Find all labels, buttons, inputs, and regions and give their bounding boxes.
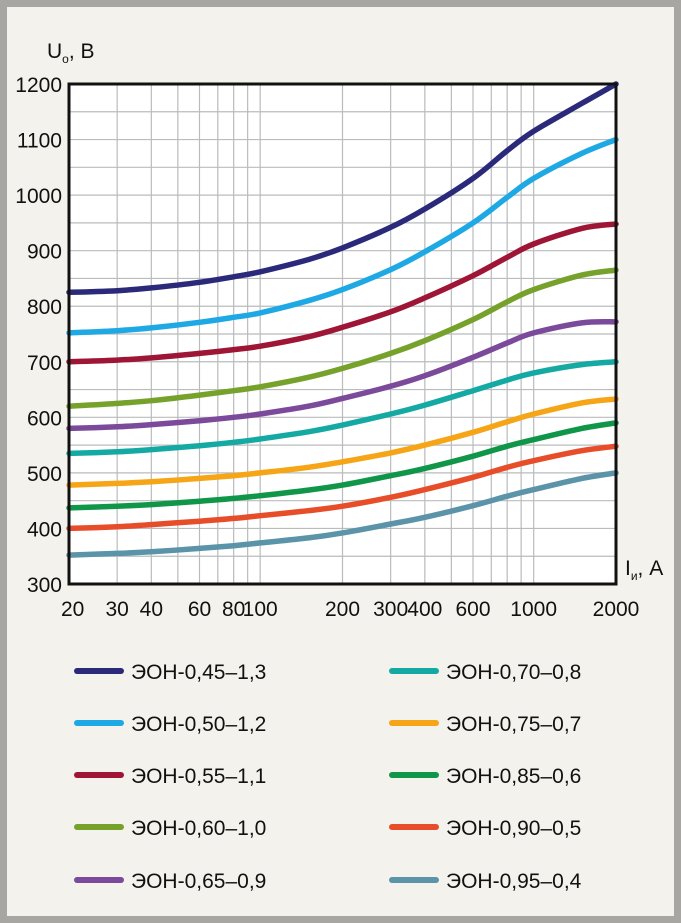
legend-label: ЭОН-0,95–0,4	[446, 870, 582, 893]
legend-label: ЭОН-0,55–1,1	[131, 765, 266, 788]
x-axis-label: Iи, А	[625, 557, 663, 583]
plot-frame	[67, 82, 618, 586]
series-line-2	[66, 136, 619, 336]
legend-item: ЭОН-0,90–0,5	[389, 817, 581, 840]
series-line-9	[66, 443, 619, 532]
series-line-1	[66, 81, 619, 296]
legend-item: ЭОН-0,45–1,3	[74, 661, 266, 684]
y-tick-label: 1000	[15, 185, 62, 208]
y-axis-label: Uо, В	[47, 40, 95, 66]
x-tick-label: 200	[325, 598, 360, 621]
legend-label: ЭОН-0,65–0,9	[131, 870, 266, 893]
x-tick-label: 80	[222, 598, 245, 621]
legend-label: ЭОН-0,90–0,5	[446, 817, 581, 840]
legend-label: ЭОН-0,50–1,2	[131, 713, 266, 736]
series-lines	[66, 81, 619, 558]
x-tick-label: 60	[188, 598, 211, 621]
legend-item: ЭОН-0,75–0,7	[389, 713, 581, 736]
legend-item: ЭОН-0,55–1,1	[74, 765, 266, 788]
y-tick-label: 900	[27, 241, 62, 264]
legend-label: ЭОН-0,60–1,0	[131, 817, 266, 840]
y-tick-label: 1100	[17, 130, 62, 153]
chart-panel: 300 400 500 600 700 800 900 1000 1100 1200 20 30 40…	[7, 7, 674, 916]
x-tick-label: 2000	[593, 598, 640, 621]
x-tick-label: 100	[243, 598, 278, 621]
y-tick-label: 300	[27, 574, 62, 597]
legend-item: ЭОН-0,50–1,2	[74, 713, 266, 736]
y-tick-label: 800	[27, 296, 62, 319]
series-line-3	[66, 221, 619, 365]
legend-item: ЭОН-0,60–1,0	[74, 817, 266, 840]
legend-item: ЭОН-0,70–0,8	[389, 661, 581, 684]
series-line-6	[66, 359, 619, 457]
series-line-8	[66, 420, 619, 511]
x-tick-label: 40	[140, 598, 163, 621]
legend-label: ЭОН-0,45–1,3	[131, 661, 266, 684]
x-tick-label: 400	[407, 598, 442, 621]
y-tick-label: 600	[27, 407, 62, 430]
series-line-4	[66, 267, 619, 409]
series-line-7	[66, 396, 619, 488]
y-tick-label: 500	[27, 463, 62, 486]
legend-item: ЭОН-0,65–0,9	[74, 870, 266, 893]
y-tick-labels: 300 400 500 600 700 800 900 1000 1100 1200	[15, 74, 62, 597]
x-tick-label: 1000	[510, 598, 557, 621]
legend-label: ЭОН-0,70–0,8	[446, 661, 581, 684]
y-tick-label: 700	[27, 352, 62, 375]
x-tick-label: 20	[61, 598, 84, 621]
x-tick-label: 300	[373, 598, 408, 621]
legend-label: ЭОН-0,85–0,6	[446, 765, 581, 788]
legend: ЭОН-0,45–1,3 ЭОН-0,50–1,2 ЭОН-0,55–1,1 ЭОН-…	[74, 661, 582, 893]
x-tick-label: 600	[455, 598, 490, 621]
y-tick-label: 1200	[15, 74, 62, 97]
y-tick-label: 400	[27, 518, 62, 541]
x-tick-label: 30	[105, 598, 128, 621]
series-line-5	[66, 318, 619, 432]
legend-item: ЭОН-0,95–0,4	[389, 870, 582, 893]
legend-item: ЭОН-0,85–0,6	[389, 765, 581, 788]
series-line-10	[66, 470, 619, 558]
legend-label: ЭОН-0,75–0,7	[446, 713, 581, 736]
